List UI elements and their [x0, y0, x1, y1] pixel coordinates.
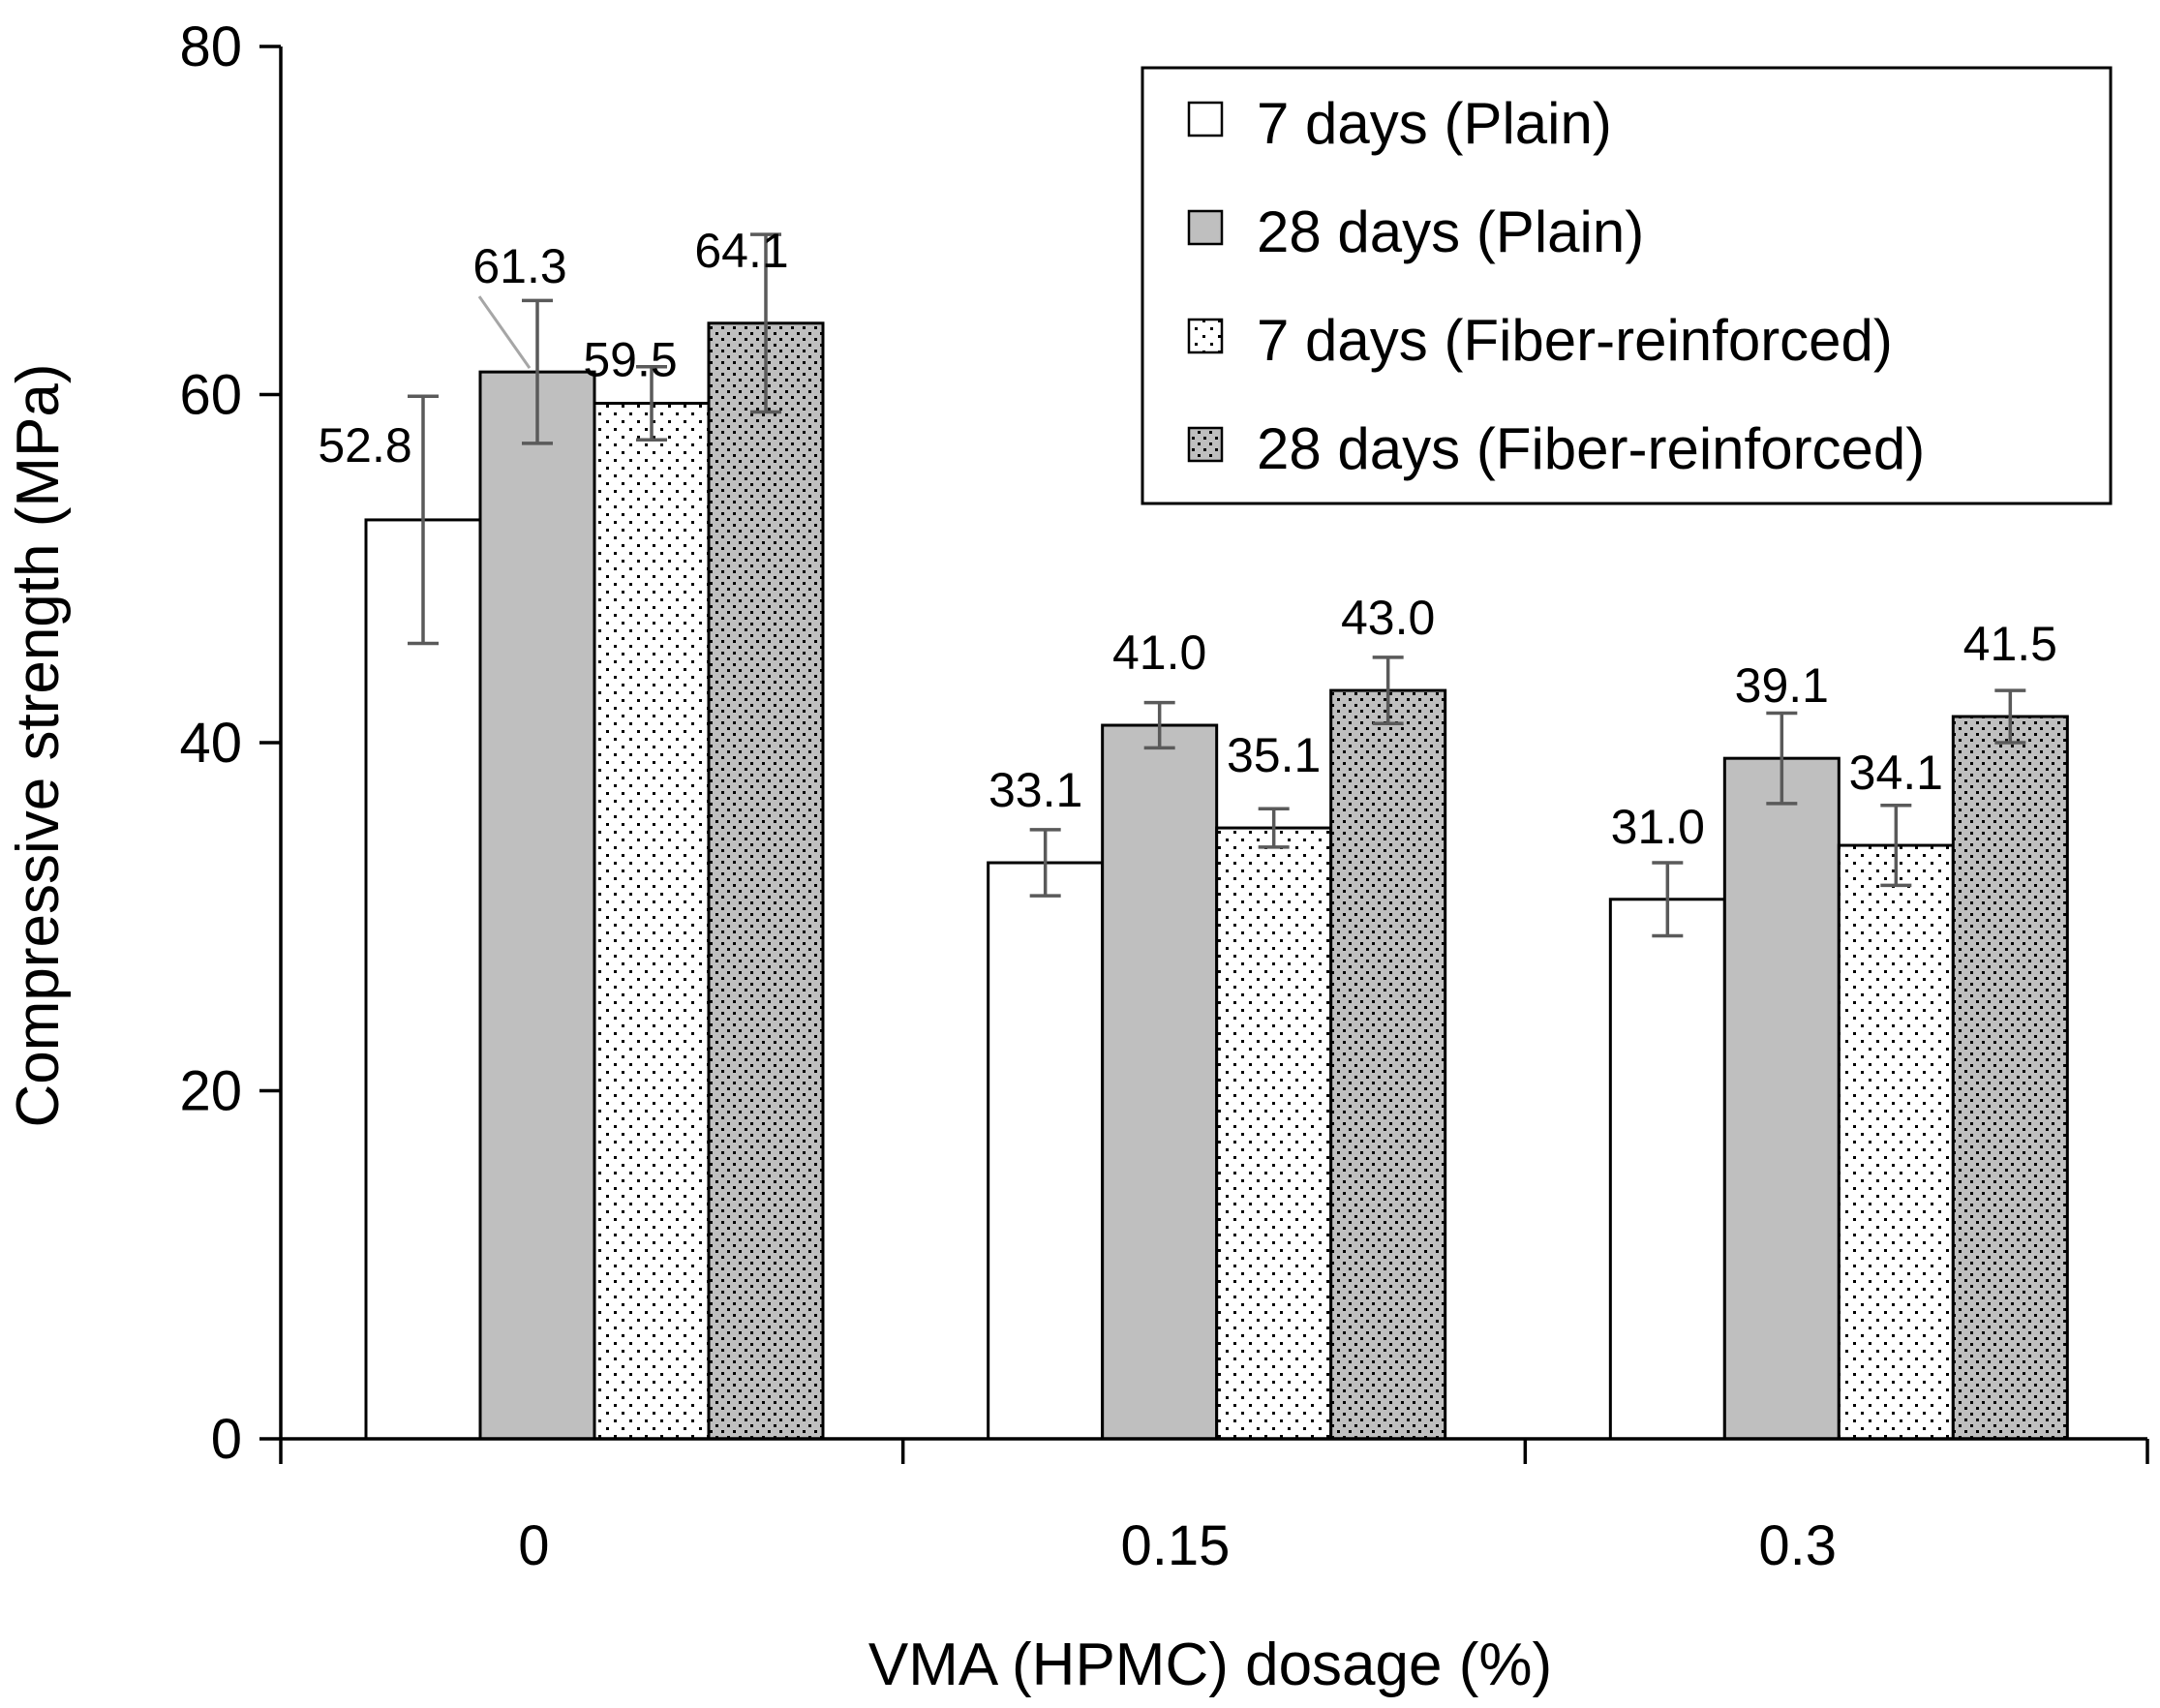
data-label-28d-plain-2: 39.1 — [1735, 658, 1829, 713]
data-label-7d-fiber-0: 59.5 — [583, 332, 677, 386]
data-label-7d-plain-1: 33.1 — [989, 763, 1082, 817]
legend: 7 days (Plain) 28 days (Plain) 7 days (F… — [1141, 66, 2113, 505]
legend-label-28d-plain: 28 days (Plain) — [1257, 199, 1644, 264]
axes-layer: 0 0.15 0.3 0 20 40 60 80 — [179, 15, 2149, 1577]
x-tick-label-0: 0 — [518, 1514, 549, 1577]
legend-swatch-7d-fiber — [1187, 318, 1224, 354]
bar-28d-fiber-0 — [707, 321, 825, 1441]
bar-28d-plain-2 — [1722, 756, 1841, 1441]
legend-swatch-7d-plain — [1187, 101, 1224, 137]
data-label-7d-fiber-2: 34.1 — [1849, 746, 1943, 800]
bar-7d-fiber-1 — [1215, 826, 1333, 1441]
data-label-28d-fiber-1: 43.0 — [1341, 591, 1435, 645]
bar-28d-fiber-2 — [1951, 715, 2069, 1441]
y-tick-label-2: 40 — [179, 712, 242, 775]
legend-box — [1141, 66, 2113, 505]
data-label-7d-plain-2: 31.0 — [1611, 800, 1705, 854]
bars-layer — [364, 321, 2069, 1441]
data-label-28d-plain-1: 41.0 — [1112, 625, 1206, 680]
data-label-7d-fiber-1: 35.1 — [1227, 728, 1321, 782]
data-label-28d-fiber-2: 41.5 — [1963, 617, 2057, 671]
y-tick-label-3: 60 — [179, 364, 242, 427]
data-label-28d-plain-0: 61.3 — [472, 239, 566, 293]
x-tick-label-1: 0.15 — [1121, 1514, 1231, 1577]
bar-7d-plain-2 — [1608, 898, 1726, 1441]
bar-7d-fiber-0 — [593, 401, 711, 1441]
bar-28d-plain-1 — [1101, 723, 1219, 1441]
data-label-28d-fiber-0: 64.1 — [694, 224, 788, 278]
x-tick-label-2: 0.3 — [1758, 1514, 1837, 1577]
x-axis-title: VMA (HPMC) dosage (%) — [868, 1632, 1552, 1698]
y-axis-title: Compressive strength (MPa) — [5, 363, 72, 1127]
bar-7d-plain-0 — [364, 518, 482, 1441]
legend-swatch-28d-fiber — [1187, 426, 1224, 463]
legend-swatch-28d-plain — [1187, 209, 1224, 246]
bar-28d-fiber-1 — [1329, 688, 1447, 1441]
y-tick-label-4: 80 — [179, 15, 242, 78]
data-labels-layer: 52.8 61.3 59.5 64.1 33.1 41.0 35.1 43.0 31.0 39.1… — [318, 224, 2057, 854]
legend-label-7d-plain: 7 days (Plain) — [1257, 91, 1612, 156]
y-tick-label-1: 20 — [179, 1060, 242, 1123]
legend-label-7d-fiber: 7 days (Fiber-reinforced) — [1257, 308, 1893, 373]
leader-line-28d-plain-0 — [477, 295, 532, 369]
legend-label-28d-fiber: 28 days (Fiber-reinforced) — [1257, 416, 1925, 481]
bar-7d-fiber-2 — [1837, 843, 1955, 1441]
bar-7d-plain-1 — [987, 861, 1105, 1441]
data-label-7d-plain-0: 52.8 — [318, 418, 411, 473]
error-bars-layer — [408, 232, 2026, 938]
bar-28d-plain-0 — [478, 370, 596, 1441]
y-tick-label-0: 0 — [211, 1408, 242, 1471]
